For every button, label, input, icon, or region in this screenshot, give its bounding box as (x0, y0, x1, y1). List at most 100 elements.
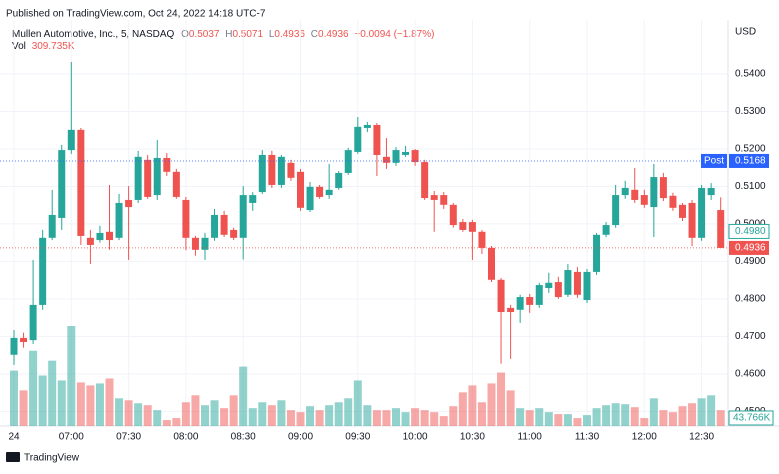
y-tick-label: 0.5200 (735, 144, 766, 155)
vol-label: Vol (12, 41, 26, 52)
volume-bar (392, 408, 400, 426)
price-label-box (729, 240, 769, 255)
y-tick-label: 0.4900 (735, 256, 766, 267)
candle-body (344, 150, 352, 173)
volume-bar (525, 410, 534, 426)
candle-body (230, 229, 238, 238)
candle-body (10, 337, 18, 355)
x-tick-label: 12:00 (632, 432, 657, 443)
volume-bar (363, 405, 372, 426)
volume-bar (516, 408, 525, 426)
candle-body (640, 195, 648, 205)
x-tick-label: 10:30 (460, 432, 485, 443)
candle-body (650, 177, 658, 208)
volume-bar (630, 407, 639, 426)
candle-body (144, 159, 152, 197)
vol-value: 309.735K (32, 41, 75, 52)
volume-bar (678, 406, 687, 426)
x-tick-label: 10:00 (403, 432, 428, 443)
candle-body (86, 237, 94, 245)
x-tick-label: 09:30 (345, 432, 370, 443)
candle-body (153, 157, 161, 196)
volume-bar (10, 370, 18, 426)
candle-body (382, 156, 390, 163)
volume-bar (76, 382, 85, 426)
candle-body (125, 199, 133, 208)
candle-body (172, 171, 180, 197)
y-tick-label: 0.4600 (735, 369, 766, 380)
volume-bar (506, 390, 515, 426)
volume-bar (325, 405, 334, 426)
footer-logo: TradingView (6, 452, 80, 464)
candle-body (573, 271, 581, 295)
volume-bar (468, 385, 477, 426)
change: −0.0094 (−1.87%) (354, 29, 434, 40)
volume-bar (201, 405, 209, 426)
x-tick-label: 24 (8, 432, 20, 443)
volume-bar (210, 400, 219, 426)
volume-bar (430, 412, 439, 426)
candle-body (201, 237, 209, 250)
candle-body (468, 222, 476, 232)
candle-body (535, 285, 543, 305)
legend-line: Mullen Automotive, Inc., 5, NASDAQ O0.50… (12, 29, 434, 40)
volume-bar (57, 380, 66, 426)
volume-bar (86, 385, 95, 426)
volume-bar (611, 403, 620, 426)
volume-bar (162, 420, 171, 426)
candle-body (593, 234, 601, 272)
volume-bar (267, 405, 276, 426)
candle-body (679, 204, 686, 218)
volume-bar (124, 400, 133, 426)
candle-body (430, 195, 438, 200)
volume-bar (602, 405, 611, 426)
price-label-box (729, 153, 769, 168)
volume-bar (229, 395, 238, 426)
volume-bar (707, 395, 716, 426)
y-tick-label: 0.5300 (735, 106, 766, 117)
candle-body (20, 337, 28, 343)
volume-bar (688, 403, 697, 426)
price-name-box (701, 153, 727, 168)
candle-body (507, 307, 515, 313)
candle-body (325, 189, 333, 196)
candle-body (659, 177, 667, 199)
price-label-box (728, 223, 770, 239)
candle-body (554, 282, 562, 298)
c-label: C (311, 29, 318, 40)
volume-bar (95, 383, 104, 426)
candle-body (211, 214, 219, 238)
candle-body (363, 124, 371, 128)
volume-label-box (728, 410, 774, 426)
volume-bar (621, 404, 630, 426)
candle-body (688, 202, 696, 238)
candle-body (77, 129, 85, 236)
candle-body (39, 237, 47, 305)
volume-bar (697, 398, 706, 426)
h-value: 0.5071 (232, 29, 263, 40)
y-tick-label: 0.5400 (735, 69, 766, 80)
volume-bar (239, 366, 248, 426)
published: Published on TradingView.com, Oct 24, 20… (6, 9, 266, 20)
candle-body (411, 150, 419, 163)
x-tick-label: 11:00 (518, 432, 543, 443)
volume-bar (497, 372, 506, 426)
symbol: Mullen Automotive, Inc., 5, NASDAQ (12, 29, 175, 40)
volume-bar (382, 410, 391, 426)
candle-body (631, 189, 639, 200)
candle-body (182, 199, 190, 238)
volume-bar (172, 418, 181, 426)
volume-bar (105, 378, 114, 426)
candle-body (354, 126, 362, 152)
candle-body (115, 202, 123, 238)
candle-body (306, 186, 314, 211)
h-label: H (225, 29, 232, 40)
candle-body (258, 154, 266, 193)
volume-bar (583, 415, 591, 426)
candle-body (545, 282, 553, 289)
candle-body (191, 237, 199, 250)
volume-bar (67, 326, 76, 426)
volume-bar (181, 402, 190, 426)
candle-body (516, 297, 524, 310)
